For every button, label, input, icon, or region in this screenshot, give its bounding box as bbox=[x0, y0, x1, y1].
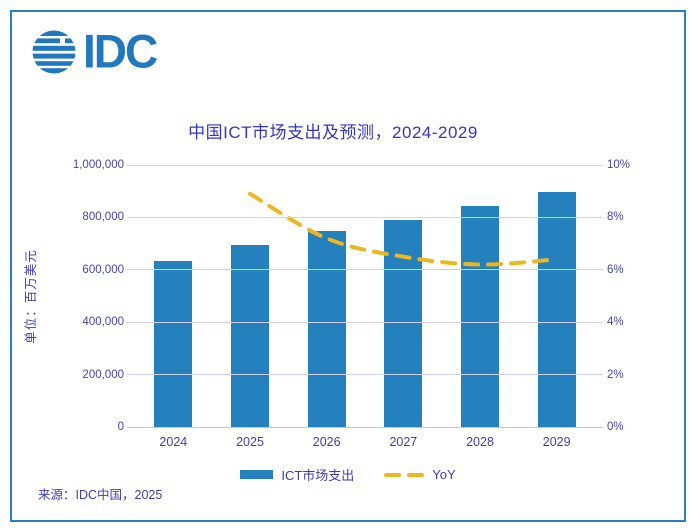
x-axis-label-2029: 2029 bbox=[542, 435, 571, 449]
chart-title: 中国ICT市场支出及预测，2024-2029 bbox=[188, 123, 478, 142]
bar-slot-2029 bbox=[518, 165, 595, 427]
right-tick-3: 6% bbox=[607, 263, 624, 276]
bar-slot-2028 bbox=[442, 165, 519, 427]
x-axis-label-2026: 2026 bbox=[312, 435, 341, 449]
gridline bbox=[127, 374, 603, 376]
right-tick-1: 2% bbox=[607, 368, 624, 381]
gridline bbox=[127, 216, 603, 218]
bar-2028 bbox=[461, 206, 500, 427]
left-tick-5: 1,000,000 bbox=[72, 159, 124, 171]
x-axis-label-2027: 2027 bbox=[389, 435, 418, 449]
left-tick-2: 400,000 bbox=[82, 316, 124, 329]
bar-2025 bbox=[231, 244, 269, 427]
idc-logo-text: IDC bbox=[83, 24, 158, 78]
x-axis-label-2025: 2025 bbox=[236, 435, 264, 449]
bar-slot-2024 bbox=[135, 165, 212, 427]
right-axis-ticks: 0% 2% 4% 6% 8% 10% bbox=[607, 159, 667, 433]
bar-slot-2025 bbox=[212, 165, 289, 427]
left-tick-3: 600,000 bbox=[82, 263, 124, 276]
bar-2027 bbox=[384, 219, 423, 427]
right-tick-2: 4% bbox=[607, 316, 624, 329]
x-axis-label-2028: 2028 bbox=[466, 435, 494, 449]
left-tick-0: 0 bbox=[117, 421, 124, 433]
right-tick-5: 10% bbox=[607, 159, 631, 171]
x-axis-label-2024: 2024 bbox=[159, 435, 188, 449]
bar-slot-2026 bbox=[288, 165, 365, 427]
chart-card: IDC 中国ICT市场支出及预测，2024-2029 单位：百万美元 0 200,… bbox=[10, 10, 686, 522]
x-axis-labels: 2024 2025 2026 2027 2028 2029 bbox=[135, 435, 595, 449]
legend-label: YoY bbox=[432, 467, 456, 482]
legend-label: ICT市场支出 bbox=[281, 468, 355, 483]
yoy-line-path bbox=[248, 191, 559, 267]
left-tick-4: 800,000 bbox=[82, 211, 124, 224]
legend-item-yoy: YoY bbox=[384, 467, 456, 482]
bar-slot-2027 bbox=[365, 165, 442, 427]
legend-item-spending: ICT市场支出 bbox=[240, 465, 354, 484]
bar-series bbox=[135, 165, 595, 427]
gridline bbox=[127, 269, 603, 271]
legend: ICT市场支出 YoY bbox=[12, 465, 684, 484]
legend-bar-swatch-icon bbox=[240, 470, 274, 479]
left-axis-ticks: 0 200,000 400,000 600,000 800,000 1,000,000 bbox=[12, 159, 124, 433]
gridline bbox=[127, 426, 603, 428]
source-note: 来源：IDC中国，2025 bbox=[38, 488, 163, 502]
gridline bbox=[127, 321, 603, 323]
bar-2026 bbox=[307, 231, 346, 427]
idc-globe-icon bbox=[30, 27, 78, 75]
right-tick-4: 8% bbox=[607, 211, 624, 224]
right-tick-0: 0% bbox=[607, 421, 624, 433]
plot-area bbox=[127, 164, 603, 428]
legend-dashed-line-icon bbox=[384, 472, 425, 477]
left-tick-1: 200,000 bbox=[82, 368, 124, 381]
gridline bbox=[127, 164, 603, 166]
yoy-line bbox=[248, 191, 559, 267]
bar-2024 bbox=[154, 260, 193, 427]
idc-logo: IDC bbox=[30, 24, 158, 78]
bar-2029 bbox=[537, 192, 576, 427]
